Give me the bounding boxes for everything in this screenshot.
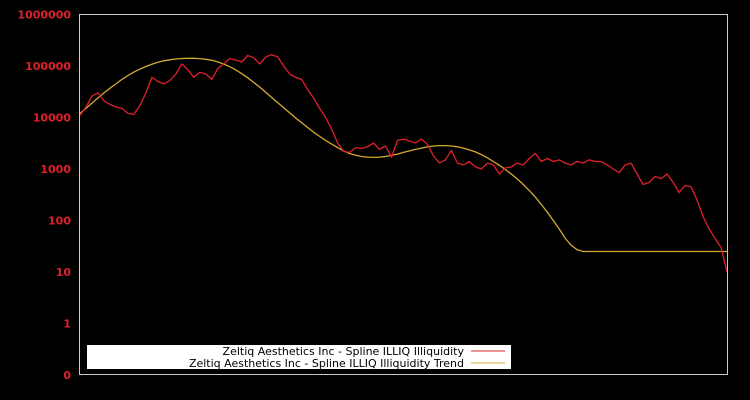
y-tick-label: 10 [56, 266, 72, 279]
illiquidity-series-line [79, 54, 728, 273]
y-tick-label: 0 [63, 369, 71, 382]
y-tick-label: 1000 [40, 163, 71, 176]
y-tick-label: 10000 [33, 112, 72, 125]
y-tick-label: 100 [48, 215, 71, 228]
legend-label-illiquidity: Zeltiq Aesthetics Inc - Spline ILLIQ Ill… [223, 345, 465, 358]
y-tick-label: 100000 [25, 60, 71, 73]
y-tick-label: 1 [63, 318, 71, 331]
plot-frame [79, 14, 728, 375]
plot-area [79, 54, 728, 273]
legend: Zeltiq Aesthetics Inc - Spline ILLIQ Ill… [87, 345, 511, 370]
legend-label-trend: Zeltiq Aesthetics Inc - Spline ILLIQ Ill… [189, 357, 464, 370]
trend-series-line [79, 57, 727, 253]
legend-box [87, 345, 511, 369]
y-tick-label: 1000000 [17, 9, 71, 22]
